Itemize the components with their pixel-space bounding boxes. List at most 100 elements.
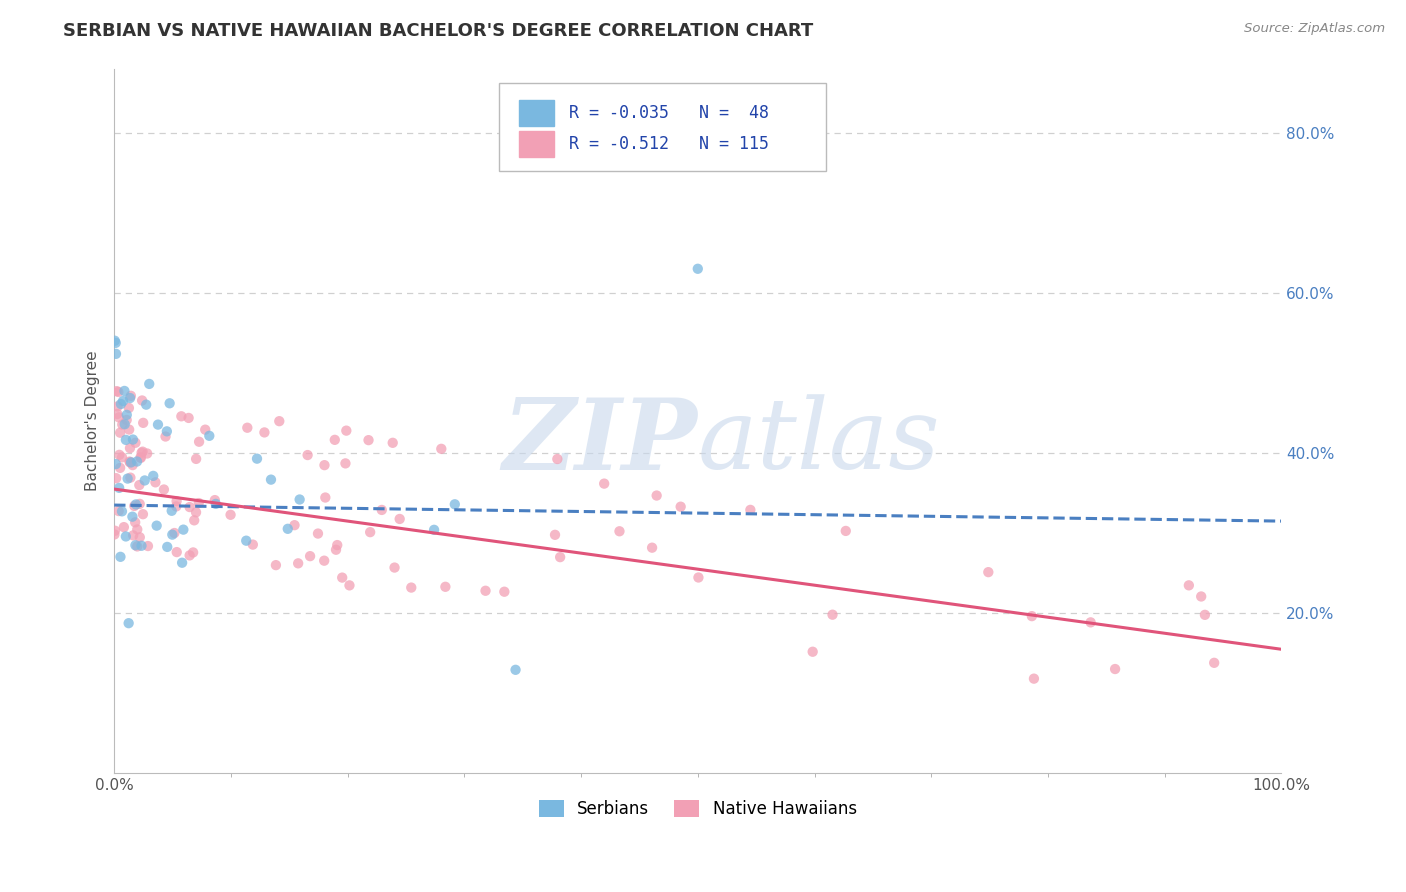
- Point: [120, 455, 142, 469]
- Point: [335, 424, 357, 438]
- Point: [835, 524, 858, 538]
- Point: [115, 433, 138, 447]
- Point: [443, 497, 465, 511]
- Point: [235, 533, 257, 548]
- Point: [187, 496, 209, 510]
- Point: [129, 450, 152, 465]
- FancyBboxPatch shape: [499, 83, 827, 170]
- Point: [177, 411, 200, 425]
- Point: [179, 500, 201, 514]
- Point: [1204, 656, 1226, 670]
- Point: [118, 616, 141, 631]
- Point: [156, 425, 179, 439]
- Point: [125, 454, 148, 468]
- Point: [122, 528, 145, 542]
- Point: [104, 334, 127, 348]
- Text: SERBIAN VS NATIVE HAWAIIAN BACHELOR'S DEGREE CORRELATION CHART: SERBIAN VS NATIVE HAWAIIAN BACHELOR'S DE…: [63, 22, 814, 40]
- Point: [135, 398, 157, 412]
- Point: [105, 384, 128, 398]
- Point: [1021, 609, 1043, 624]
- Point: [260, 473, 283, 487]
- Point: [434, 580, 457, 594]
- Point: [188, 434, 211, 449]
- Point: [287, 557, 309, 571]
- Point: [121, 509, 143, 524]
- Bar: [519, 130, 554, 157]
- Point: [120, 389, 142, 403]
- Bar: [519, 100, 554, 127]
- Point: [104, 524, 127, 538]
- Point: [1178, 578, 1201, 592]
- Point: [112, 394, 135, 409]
- Point: [269, 414, 291, 428]
- Point: [111, 504, 134, 518]
- Point: [124, 499, 146, 513]
- Point: [1022, 672, 1045, 686]
- Point: [145, 475, 167, 490]
- Point: [219, 508, 242, 522]
- Point: [198, 429, 221, 443]
- Point: [323, 433, 346, 447]
- Point: [688, 570, 710, 584]
- Point: [977, 565, 1000, 579]
- Point: [314, 491, 336, 505]
- Point: [107, 400, 129, 414]
- Point: [166, 494, 188, 508]
- Point: [544, 528, 567, 542]
- Point: [686, 261, 709, 276]
- Point: [115, 413, 138, 427]
- Point: [179, 549, 201, 563]
- Point: [132, 507, 155, 521]
- Point: [110, 397, 132, 411]
- Point: [314, 458, 336, 472]
- Point: [371, 503, 394, 517]
- Text: atlas: atlas: [697, 394, 941, 490]
- Point: [401, 581, 423, 595]
- Point: [145, 518, 167, 533]
- Point: [307, 526, 329, 541]
- Point: [136, 446, 159, 460]
- Point: [246, 451, 269, 466]
- Point: [645, 489, 668, 503]
- Point: [172, 523, 194, 537]
- Point: [593, 476, 616, 491]
- Point: [430, 442, 453, 456]
- Text: R = -0.035   N =  48: R = -0.035 N = 48: [569, 104, 769, 122]
- Point: [641, 541, 664, 555]
- Point: [288, 492, 311, 507]
- Point: [357, 433, 380, 447]
- Point: [134, 474, 156, 488]
- Point: [277, 522, 299, 536]
- Point: [111, 450, 134, 465]
- Point: [103, 527, 125, 541]
- Point: [801, 645, 824, 659]
- Point: [108, 460, 131, 475]
- Point: [314, 554, 336, 568]
- Point: [122, 433, 145, 447]
- Point: [546, 452, 568, 467]
- Point: [124, 435, 146, 450]
- Point: [326, 538, 349, 552]
- Text: ZIP: ZIP: [503, 394, 697, 491]
- Point: [1194, 607, 1216, 622]
- Point: [609, 524, 631, 539]
- Point: [104, 457, 127, 471]
- Point: [111, 417, 134, 432]
- Point: [236, 421, 259, 435]
- Point: [118, 441, 141, 455]
- Text: R = -0.512   N = 115: R = -0.512 N = 115: [569, 135, 769, 153]
- Point: [118, 454, 141, 468]
- Point: [115, 408, 138, 422]
- Point: [128, 478, 150, 492]
- Point: [131, 446, 153, 460]
- Point: [170, 409, 193, 424]
- Point: [359, 525, 381, 540]
- Point: [138, 376, 160, 391]
- Point: [104, 335, 127, 350]
- Point: [125, 497, 148, 511]
- Point: [136, 539, 159, 553]
- Point: [108, 425, 131, 440]
- Point: [114, 417, 136, 432]
- Point: [127, 540, 149, 554]
- Point: [204, 497, 226, 511]
